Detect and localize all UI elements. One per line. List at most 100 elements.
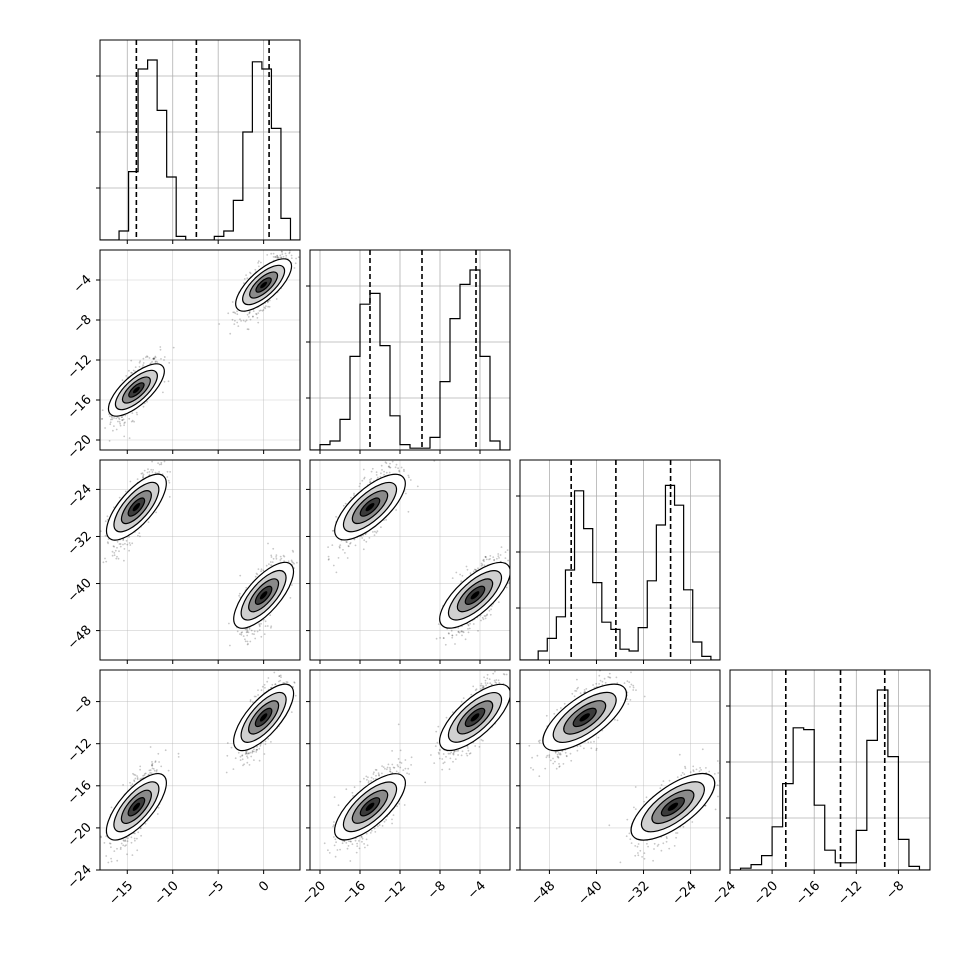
sample-point [279, 254, 282, 257]
sample-point [505, 586, 508, 589]
sample-point [255, 572, 258, 575]
sample-point [131, 419, 134, 422]
sample-point [403, 468, 405, 471]
sample-point [117, 420, 119, 423]
sample-point [128, 437, 131, 439]
sample-point [142, 476, 145, 478]
sample-point [353, 538, 356, 541]
sample-point [435, 637, 438, 640]
sample-point [121, 416, 123, 418]
sample-point [485, 558, 488, 561]
sample-point [155, 511, 158, 514]
sample-point [249, 272, 252, 275]
sample-point [159, 348, 162, 351]
sample-point [252, 315, 254, 318]
sample-point [384, 461, 387, 464]
sample-point [488, 558, 490, 561]
panel-3-0: −15 −10 −5 0−24−20−16−12−8 [65, 669, 301, 908]
sample-point [96, 525, 98, 527]
sample-point [368, 537, 371, 539]
sample-point [272, 256, 275, 258]
sample-point [144, 822, 147, 825]
sample-point [104, 534, 107, 537]
sample-point [338, 546, 341, 549]
sample-point [439, 637, 441, 639]
sample-point [237, 325, 240, 327]
sample-point [108, 842, 111, 845]
sample-point [270, 564, 272, 567]
sample-point [284, 252, 287, 255]
sample-point [342, 504, 345, 507]
sample-point [280, 256, 282, 259]
sample-point [246, 634, 249, 637]
sample-point [162, 391, 164, 394]
sample-point [442, 637, 445, 639]
sample-point [282, 247, 284, 249]
sample-point [123, 424, 125, 427]
sample-point [385, 471, 388, 474]
sample-point [149, 769, 152, 772]
sample-point [149, 746, 152, 748]
sample-point [498, 557, 500, 559]
sample-point [167, 380, 170, 383]
sample-point [391, 460, 394, 463]
sample-point [276, 245, 278, 247]
sample-point [335, 571, 338, 574]
panel-frame [99, 459, 301, 661]
sample-point [172, 346, 175, 349]
sample-point [257, 312, 260, 314]
sample-point [132, 772, 134, 775]
sample-point [107, 861, 110, 864]
sample-point [265, 305, 267, 307]
sample-point [337, 557, 340, 559]
sample-point [451, 636, 454, 639]
sample-point [130, 841, 133, 844]
sample-point [136, 775, 139, 777]
sample-point [254, 575, 257, 578]
sample-point [154, 760, 157, 763]
sample-point [264, 625, 267, 627]
sample-point [113, 850, 116, 852]
sample-point [147, 521, 150, 523]
sample-point [279, 248, 281, 250]
sample-point [151, 460, 154, 463]
sample-point [109, 842, 112, 845]
sample-point [457, 627, 460, 629]
sample-point [489, 555, 492, 557]
sample-point [245, 631, 248, 634]
sample-point [104, 557, 106, 560]
sample-point [256, 630, 259, 633]
sample-point [404, 457, 406, 459]
sample-point [460, 630, 463, 633]
sample-point [125, 539, 128, 542]
sample-point [146, 356, 149, 358]
sample-point [290, 559, 293, 562]
sample-point [116, 416, 119, 419]
sample-point [484, 555, 487, 558]
scatter-group [100, 670, 297, 864]
sample-point [106, 541, 109, 543]
sample-point [163, 359, 165, 361]
sample-point [484, 617, 487, 620]
sample-point [346, 557, 349, 559]
sample-point [369, 479, 371, 481]
sample-point [256, 573, 259, 576]
sample-point [151, 761, 153, 763]
sample-point [118, 496, 121, 499]
sample-point [142, 473, 145, 476]
sample-point [140, 777, 143, 780]
sample-point [373, 534, 376, 536]
sample-point [128, 542, 131, 544]
sample-point [252, 315, 254, 318]
sample-point [467, 628, 469, 630]
sample-point [291, 560, 293, 563]
sample-point [255, 313, 258, 316]
sample-point [477, 630, 479, 632]
sample-point [369, 481, 371, 483]
sample-point [122, 784, 124, 786]
sample-point [464, 638, 467, 641]
sample-point [153, 358, 156, 360]
sample-point [294, 262, 297, 265]
sample-point [163, 460, 166, 463]
sample-point [133, 420, 136, 423]
